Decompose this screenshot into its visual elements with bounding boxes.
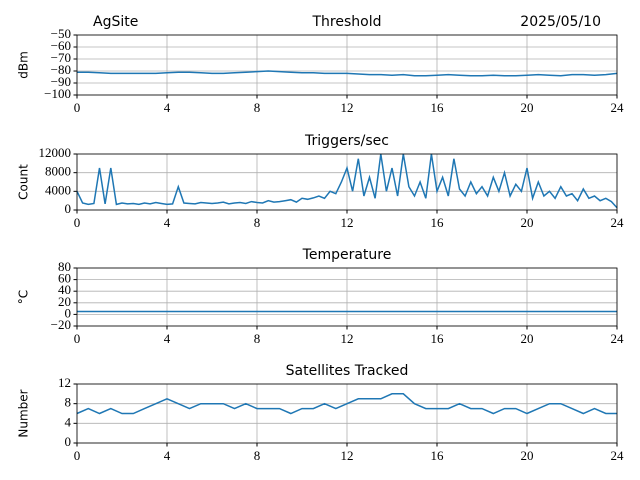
- y-tick-label: 8000: [45, 164, 71, 179]
- chart-title: Triggers/sec: [304, 133, 389, 149]
- plot-frame: [76, 383, 618, 444]
- x-tick-label: 12: [341, 448, 354, 463]
- plot-frame: [76, 267, 618, 327]
- y-axis-label: Number: [17, 389, 31, 437]
- x-tick-label: 24: [611, 448, 625, 463]
- y-tick-label: 40: [58, 282, 71, 297]
- y-tick-label: 4: [65, 414, 72, 429]
- y-tick-label: 4000: [45, 182, 71, 197]
- x-tick-label: 24: [611, 215, 625, 230]
- y-axis-label: Count: [17, 164, 31, 200]
- x-tick-label: 8: [254, 331, 261, 346]
- plot-frame: [76, 34, 618, 96]
- x-tick-label: 4: [164, 448, 171, 463]
- y-tick-label: −50: [51, 26, 71, 41]
- x-tick-label: 0: [74, 331, 81, 346]
- x-tick-label: 20: [521, 100, 534, 115]
- x-tick-label: 12: [341, 100, 354, 115]
- y-tick-label: 8: [65, 395, 72, 410]
- y-tick-label: 60: [58, 271, 71, 286]
- y-tick-label: 0: [65, 434, 72, 449]
- y-tick-label: 12000: [39, 145, 72, 160]
- y-tick-label: 0: [65, 201, 72, 216]
- x-tick-label: 4: [164, 331, 171, 346]
- date-label: 2025/05/10: [520, 14, 601, 30]
- plot-frame: [76, 153, 618, 211]
- chart-title: Temperature: [302, 247, 392, 263]
- x-tick-label: 20: [521, 215, 534, 230]
- x-tick-label: 8: [254, 215, 261, 230]
- chart-title: Satellites Tracked: [286, 363, 409, 379]
- y-tick-label: −80: [51, 62, 71, 77]
- x-tick-label: 4: [164, 100, 171, 115]
- x-tick-label: 16: [431, 331, 445, 346]
- site-label: AgSite: [93, 14, 138, 30]
- x-tick-label: 16: [431, 100, 445, 115]
- y-tick-label: −90: [51, 74, 71, 89]
- x-tick-label: 16: [431, 215, 445, 230]
- x-tick-label: 8: [254, 100, 261, 115]
- x-tick-label: 12: [341, 215, 354, 230]
- x-tick-label: 0: [74, 448, 81, 463]
- x-tick-label: 0: [74, 100, 81, 115]
- y-tick-label: −70: [51, 50, 71, 65]
- x-tick-label: 8: [254, 448, 261, 463]
- x-tick-label: 24: [611, 331, 625, 346]
- y-tick-label: 80: [58, 259, 71, 274]
- data-line: [77, 70, 618, 77]
- data-line: [76, 153, 618, 209]
- y-tick-label: 12: [58, 375, 71, 390]
- y-tick-label: −60: [51, 38, 71, 53]
- y-tick-label: 0: [65, 305, 72, 320]
- x-tick-label: 16: [431, 448, 445, 463]
- x-tick-label: 12: [341, 331, 354, 346]
- x-tick-label: 20: [521, 448, 534, 463]
- x-tick-label: 24: [611, 100, 625, 115]
- y-tick-label: 20: [58, 294, 71, 309]
- x-tick-label: 20: [521, 331, 534, 346]
- y-tick-label: −20: [51, 317, 71, 332]
- y-tick-label: −100: [44, 86, 71, 101]
- data-line: [76, 393, 617, 415]
- y-axis-label: dBm: [17, 51, 31, 79]
- chart-title: Threshold: [312, 14, 382, 30]
- x-tick-label: 0: [74, 215, 81, 230]
- x-tick-label: 4: [164, 215, 171, 230]
- y-axis-label: °C: [17, 290, 31, 304]
